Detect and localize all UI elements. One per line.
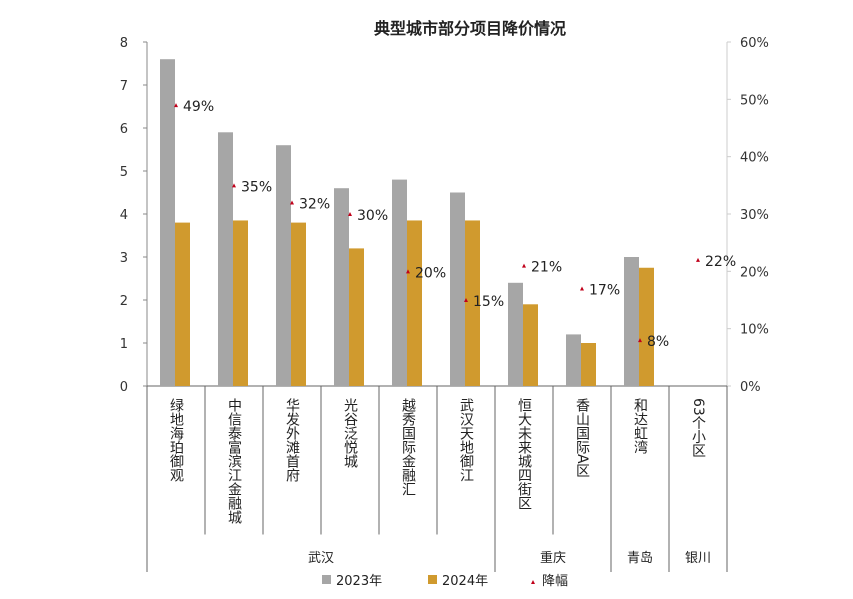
left-tick-label: 8 bbox=[120, 36, 128, 51]
decline-marker bbox=[696, 257, 700, 262]
bar-2024 bbox=[523, 304, 538, 386]
decline-label: 30% bbox=[357, 208, 388, 224]
bar-2024 bbox=[291, 222, 306, 386]
left-tick-label: 6 bbox=[120, 122, 128, 137]
category-label: 63个小区 bbox=[690, 398, 706, 458]
bar-2023 bbox=[334, 188, 349, 386]
right-tick-label: 10% bbox=[740, 323, 769, 338]
right-tick-label: 0% bbox=[740, 380, 761, 395]
category-label: 武汉天地御江 bbox=[458, 398, 474, 482]
bar-2023 bbox=[508, 282, 523, 386]
bar-2024 bbox=[175, 222, 190, 386]
right-tick-label: 20% bbox=[740, 265, 769, 280]
legend-label: 降幅 bbox=[542, 574, 568, 589]
decline-marker bbox=[580, 286, 584, 291]
bar-2024 bbox=[465, 220, 480, 386]
chart-title: 典型城市部分项目降价情况 bbox=[374, 19, 566, 38]
legend-swatch bbox=[322, 575, 331, 584]
bar-2024 bbox=[349, 248, 364, 386]
legend-label: 2023年 bbox=[336, 574, 382, 589]
right-tick-label: 60% bbox=[740, 36, 769, 51]
decline-marker bbox=[522, 263, 526, 268]
group-label: 银川 bbox=[685, 551, 711, 566]
left-tick-label: 2 bbox=[120, 294, 128, 309]
category-label: 香山国际A区 bbox=[574, 398, 590, 478]
decline-marker bbox=[464, 298, 468, 302]
bar-2024 bbox=[581, 343, 596, 386]
group-label: 青岛 bbox=[627, 550, 653, 566]
legend-swatch bbox=[428, 575, 437, 584]
category-label: 恒大未来城四街区 bbox=[516, 398, 532, 510]
bar-2024 bbox=[639, 267, 654, 386]
left-tick-label: 4 bbox=[120, 208, 128, 223]
decline-marker bbox=[174, 103, 178, 108]
decline-marker bbox=[232, 183, 236, 188]
category-label: 光谷泛悦城 bbox=[342, 398, 358, 469]
decline-label: 15% bbox=[473, 294, 504, 310]
left-tick-label: 1 bbox=[120, 337, 128, 352]
bar-2023 bbox=[392, 179, 407, 386]
bar-2023 bbox=[218, 132, 233, 386]
group-label: 武汉 bbox=[308, 551, 334, 566]
bar-2024 bbox=[233, 220, 248, 386]
bar-2023 bbox=[566, 334, 581, 386]
bar-2023 bbox=[624, 257, 639, 386]
left-tick-label: 5 bbox=[120, 165, 128, 180]
right-tick-label: 30% bbox=[740, 208, 769, 223]
right-tick-label: 50% bbox=[740, 93, 769, 108]
decline-label: 32% bbox=[299, 197, 330, 213]
category-label: 绿地海珀御观 bbox=[168, 398, 184, 483]
bar-2024 bbox=[407, 220, 422, 386]
decline-marker bbox=[348, 212, 352, 216]
decline-label: 8% bbox=[647, 334, 669, 350]
decline-label: 49% bbox=[183, 99, 214, 115]
bar-2023 bbox=[450, 192, 465, 386]
decline-marker bbox=[290, 200, 294, 205]
right-tick-label: 40% bbox=[740, 151, 769, 166]
category-label: 和达虹湾 bbox=[632, 398, 648, 454]
category-label: 华发外滩首府 bbox=[284, 398, 300, 483]
decline-label: 17% bbox=[589, 283, 620, 299]
group-label: 重庆 bbox=[540, 550, 566, 566]
decline-marker bbox=[406, 269, 410, 274]
category-label: 中信泰富滨江金融城 bbox=[226, 398, 242, 525]
category-label: 越秀国际金融汇 bbox=[400, 398, 416, 496]
legend-triangle-icon bbox=[531, 580, 535, 584]
decline-label: 22% bbox=[705, 254, 736, 270]
bar-2023 bbox=[276, 145, 291, 386]
left-tick-label: 0 bbox=[120, 380, 128, 395]
left-tick-label: 7 bbox=[120, 79, 128, 94]
decline-label: 20% bbox=[415, 265, 446, 281]
left-tick-label: 3 bbox=[120, 251, 128, 266]
decline-label: 35% bbox=[241, 179, 272, 195]
decline-label: 21% bbox=[531, 260, 562, 276]
decline-marker bbox=[638, 338, 642, 343]
legend-label: 2024年 bbox=[442, 574, 488, 589]
bar-2023 bbox=[160, 59, 175, 386]
